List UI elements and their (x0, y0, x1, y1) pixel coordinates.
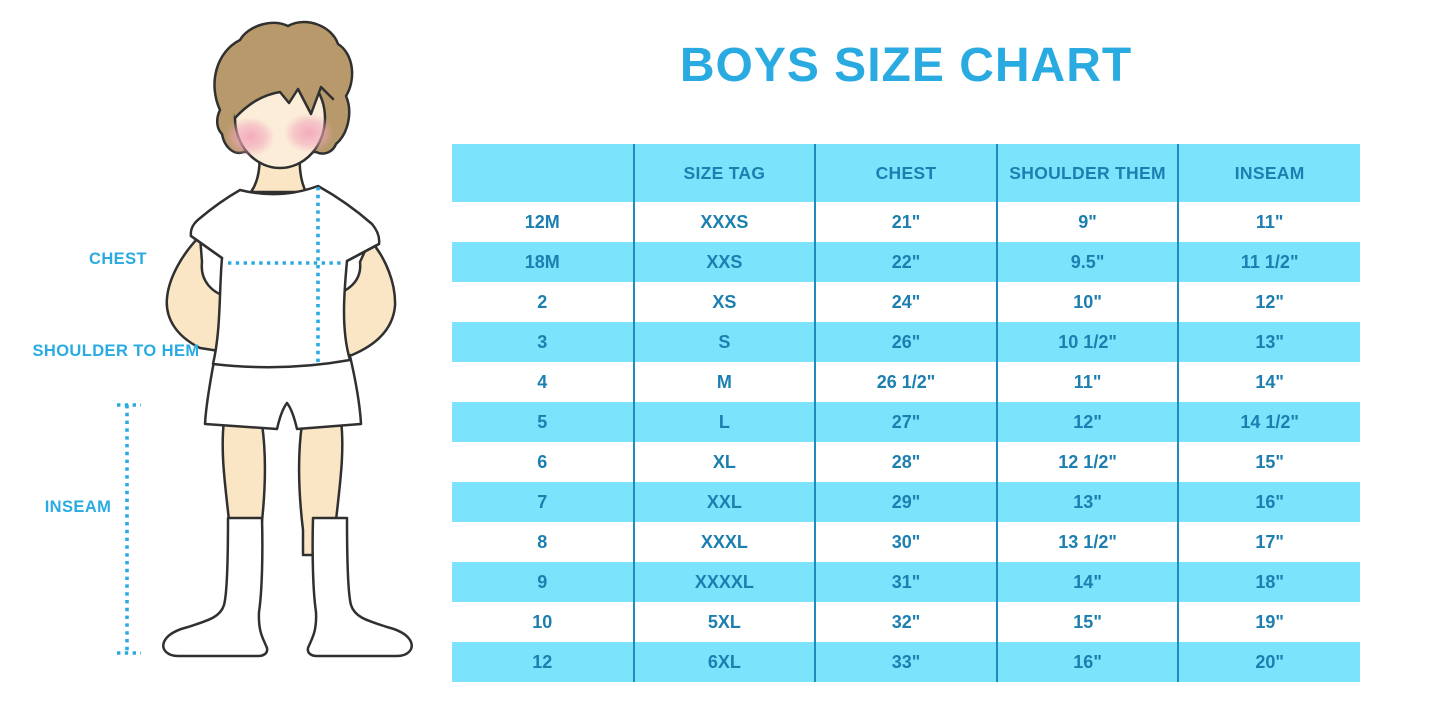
cell-chest: 22" (814, 242, 997, 282)
right-cheek-blush (284, 113, 334, 153)
cell-size: 12M (524, 211, 560, 232)
cell-size-tag: XXL (632, 482, 816, 522)
cell-shoulder-hem: 16" (995, 642, 1179, 682)
left-arm (165, 234, 234, 355)
table-header-row: SIZE TAG CHEST SHOULDER THEM INSEAM (452, 144, 1360, 202)
cell-size: 12 (532, 651, 553, 672)
cell-chest: 21" (814, 202, 997, 242)
table-row: 2 XS 24" 10" 12" (452, 282, 1360, 322)
table-row: 3 S 26" 10 1/2" 13" (452, 322, 1360, 362)
cell-size: 10 (532, 611, 553, 632)
cell-size: 6 (537, 451, 548, 472)
cell-chest: 33" (814, 642, 997, 682)
table-row: 7 XXL 29" 13" 16" (452, 482, 1360, 522)
cell-inseam: 17" (1177, 522, 1360, 562)
cell-shoulder-hem: 13 1/2" (995, 522, 1179, 562)
cell-size-tag: XL (632, 442, 816, 482)
boy-illustration (117, 20, 413, 658)
cell-shoulder-hem: 15" (995, 602, 1179, 642)
table-row: 12M XXXS 21" 9" 11" (452, 202, 1360, 242)
cell-shoulder-hem: 13" (995, 482, 1179, 522)
cell-size: 2 (537, 291, 548, 312)
header-inseam: INSEAM (1177, 144, 1360, 202)
table-row: 9 XXXXL 31" 14" 18" (452, 562, 1360, 602)
left-sleeve-seam (189, 234, 224, 260)
table-row: 12 6XL 33" 16" 20" (452, 642, 1360, 682)
left-cheek-blush (225, 117, 275, 157)
corner-header-cell (452, 144, 634, 202)
cell-inseam: 11" (1177, 202, 1360, 242)
cell-shoulder-hem: 9.5" (995, 242, 1179, 282)
table-row: 8 XXXL 30" 13 1/2" 17" (452, 522, 1360, 562)
cell-shoulder-hem: 9" (995, 202, 1179, 242)
cell-size-tag: XXXL (632, 522, 816, 562)
cell-size: 18M (524, 251, 560, 272)
table-row: 6 XL 28" 12 1/2" 15" (452, 442, 1360, 482)
header-chest: CHEST (814, 144, 997, 202)
cell-chest: 30" (814, 522, 997, 562)
cell-inseam: 14" (1177, 362, 1360, 402)
cell-chest: 28" (814, 442, 997, 482)
shoulder-to-hem-measure-label: SHOULDER TO HEM (32, 342, 200, 360)
cell-size-tag: XXXS (632, 202, 816, 242)
table-row: 10 5XL 32" 15" 19" (452, 602, 1360, 642)
boy-measurement-diagram: CHEST SHOULDER TO HEM INSEAM (0, 0, 450, 723)
inseam-measure-label: INSEAM (44, 498, 112, 516)
cell-chest: 27" (814, 402, 997, 442)
right-sock (306, 516, 413, 658)
cell-shoulder-hem: 14" (995, 562, 1179, 602)
cell-inseam: 16" (1177, 482, 1360, 522)
cell-size: 7 (537, 491, 548, 512)
header-size-tag: SIZE TAG (632, 144, 816, 202)
cell-size-tag: M (632, 362, 816, 402)
cell-chest: 24" (814, 282, 997, 322)
cell-size: 8 (537, 531, 548, 552)
size-table: SIZE TAG CHEST SHOULDER THEM INSEAM 12M … (452, 144, 1360, 682)
cell-chest: 31" (814, 562, 997, 602)
cell-size-tag: XS (632, 282, 816, 322)
cell-size: 9 (537, 571, 548, 592)
cell-size-tag: 6XL (632, 642, 816, 682)
cell-inseam: 11 1/2" (1177, 242, 1360, 282)
cell-inseam: 12" (1177, 282, 1360, 322)
cell-chest: 26 1/2" (814, 362, 997, 402)
cell-size-tag: XXS (632, 242, 816, 282)
table-row: 4 M 26 1/2" 11" 14" (452, 362, 1360, 402)
t-shirt (189, 184, 381, 369)
cell-shoulder-hem: 10 1/2" (995, 322, 1179, 362)
page-title: BOYS SIZE CHART (679, 39, 1133, 92)
cell-shoulder-hem: 11" (995, 362, 1179, 402)
cell-size: 5 (537, 411, 548, 432)
right-sleeve-seam (345, 242, 381, 263)
cell-size-tag: 5XL (632, 602, 816, 642)
cell-inseam: 13" (1177, 322, 1360, 362)
cell-inseam: 18" (1177, 562, 1360, 602)
cell-inseam: 19" (1177, 602, 1360, 642)
cell-size-tag: S (632, 322, 816, 362)
cell-inseam: 14 1/2" (1177, 402, 1360, 442)
left-sock (162, 516, 269, 658)
table-row: 5 L 27" 12" 14 1/2" (452, 402, 1360, 442)
hair-fringe-edge (233, 85, 335, 120)
cell-chest: 29" (814, 482, 997, 522)
chest-measure-label: CHEST (89, 250, 147, 268)
cell-shoulder-hem: 12" (995, 402, 1179, 442)
cell-chest: 32" (814, 602, 997, 642)
inseam-dotted-line (117, 403, 141, 655)
cell-shoulder-hem: 10" (995, 282, 1179, 322)
cell-chest: 26" (814, 322, 997, 362)
cell-inseam: 20" (1177, 642, 1360, 682)
cell-size: 3 (537, 331, 548, 352)
cell-inseam: 15" (1177, 442, 1360, 482)
shorts (203, 354, 363, 431)
hair-fringe (233, 58, 336, 118)
cell-size-tag: L (632, 402, 816, 442)
cell-size-tag: XXXXL (632, 562, 816, 602)
header-shoulder-hem: SHOULDER THEM (995, 144, 1179, 202)
cell-shoulder-hem: 12 1/2" (995, 442, 1179, 482)
cell-size: 4 (537, 371, 548, 392)
table-row: 18M XXS 22" 9.5" 11 1/2" (452, 242, 1360, 282)
